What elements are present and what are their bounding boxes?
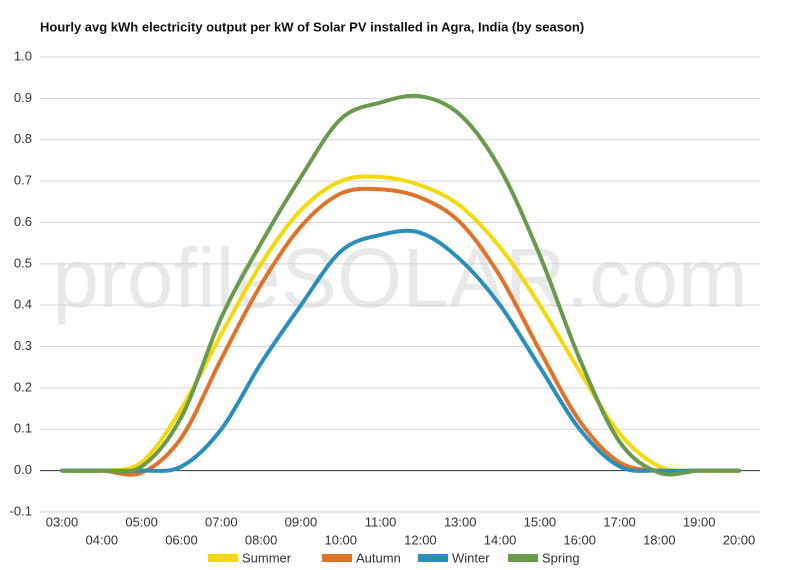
y-tick-label: 0.8 xyxy=(14,131,32,146)
y-tick-label: 0.1 xyxy=(14,421,32,436)
legend-label: Autumn xyxy=(356,550,401,565)
y-tick-label: 0.0 xyxy=(14,462,32,477)
x-tick-label: 11:00 xyxy=(365,514,397,529)
series-line xyxy=(60,186,741,477)
y-tick-label: 0.6 xyxy=(14,214,32,229)
series-line xyxy=(60,93,741,477)
legend-label: Winter xyxy=(452,550,490,565)
x-tick-label: 14:00 xyxy=(484,532,517,547)
legend-swatch xyxy=(208,554,238,562)
x-tick-label: 19:00 xyxy=(683,514,716,529)
y-tick-label: 1.0 xyxy=(14,48,32,63)
legend-swatch xyxy=(322,554,352,562)
y-tick-label: 0.5 xyxy=(14,255,32,270)
x-tick-label: 15:00 xyxy=(524,514,557,529)
legend-swatch xyxy=(418,554,448,562)
x-tick-label: 12:00 xyxy=(404,532,437,547)
legend-swatch xyxy=(508,554,538,562)
x-tick-label: 17:00 xyxy=(603,514,636,529)
y-tick-label: 0.2 xyxy=(14,379,32,394)
x-tick-label: 04:00 xyxy=(86,532,119,547)
x-tick-label: 03:00 xyxy=(46,514,79,529)
y-tick-label: 0.9 xyxy=(14,90,32,105)
x-tick-label: 10:00 xyxy=(324,532,357,547)
legend-label: Spring xyxy=(542,550,580,565)
y-tick-label: 0.4 xyxy=(14,297,32,312)
x-tick-label: 13:00 xyxy=(444,514,477,529)
x-tick-label: 07:00 xyxy=(205,514,238,529)
x-tick-label: 05:00 xyxy=(125,514,158,529)
x-tick-label: 08:00 xyxy=(245,532,278,547)
series-line xyxy=(60,174,741,474)
x-tick-label: 09:00 xyxy=(285,514,318,529)
watermark: profileSOLAR.com xyxy=(52,231,748,325)
chart-title: Hourly avg kWh electricity output per kW… xyxy=(40,19,584,34)
y-tick-label: 0.3 xyxy=(14,338,32,353)
x-tick-label: 20:00 xyxy=(723,532,756,547)
x-tick-label: 06:00 xyxy=(165,532,198,547)
y-tick-label: -0.1 xyxy=(10,503,32,518)
y-tick-label: 0.7 xyxy=(14,173,32,188)
x-tick-label: 18:00 xyxy=(643,532,676,547)
legend-label: Summer xyxy=(242,550,292,565)
series-line xyxy=(60,228,741,473)
x-tick-label: 16:00 xyxy=(563,532,596,547)
